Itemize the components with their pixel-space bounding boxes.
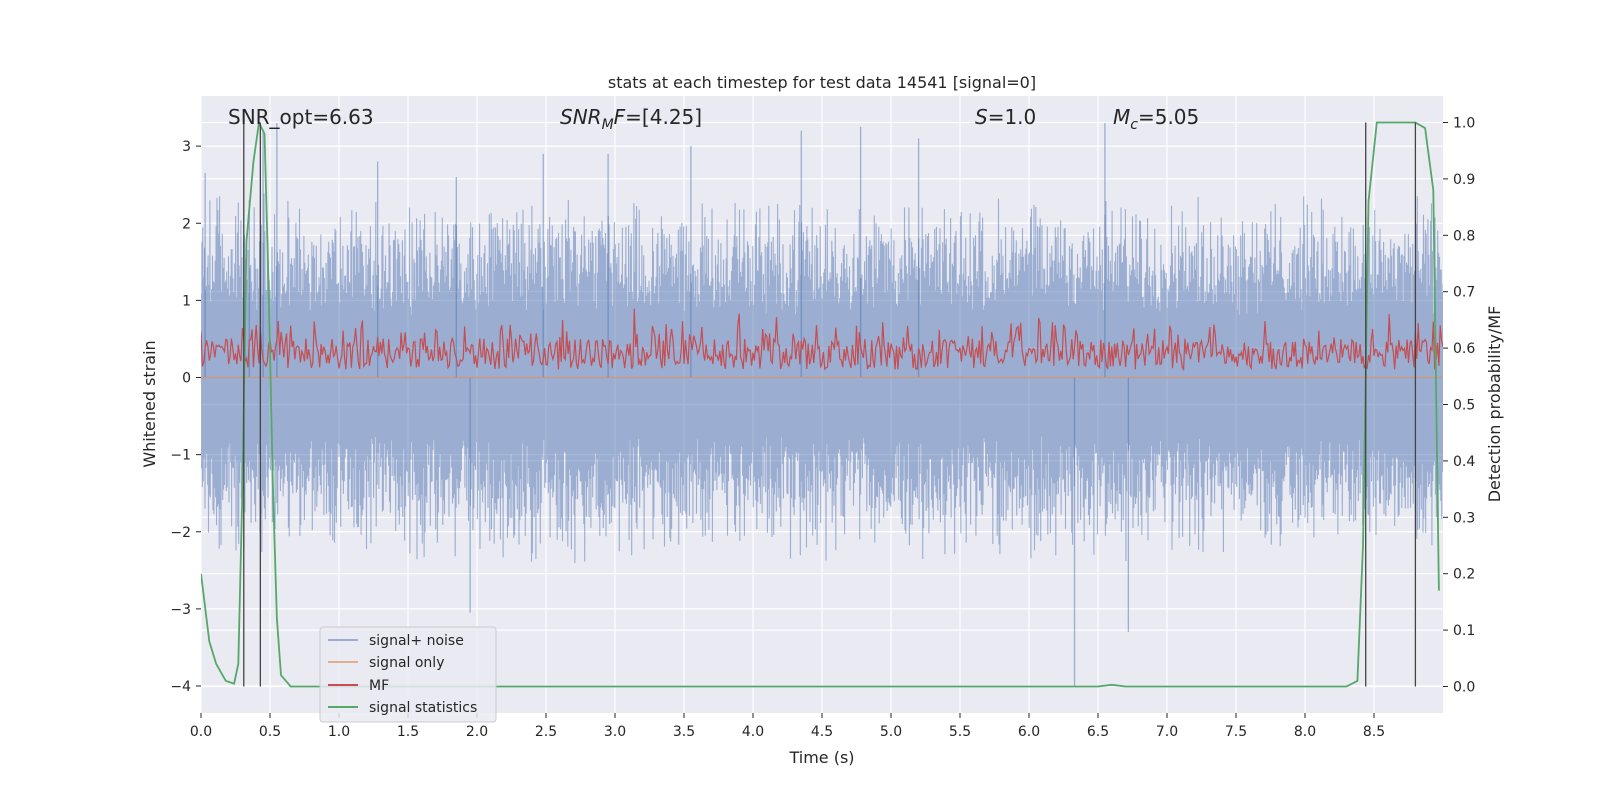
x-tick-label: 1.5 bbox=[397, 724, 419, 740]
annotation-snr-mf-var: SNR bbox=[560, 105, 602, 129]
annotation-mc-value: =5.05 bbox=[1138, 105, 1199, 129]
x-tick-label: 5.5 bbox=[949, 724, 971, 740]
y2-tick-label: 0.2 bbox=[1453, 567, 1475, 583]
annotation-s: S=1.0 bbox=[975, 105, 1036, 129]
y2-tick-label: 0.3 bbox=[1453, 510, 1475, 526]
x-tick-label: 0.5 bbox=[259, 724, 281, 740]
y2-tick-label: 0.7 bbox=[1453, 285, 1475, 301]
y-tick-label: 0 bbox=[182, 371, 191, 387]
y-axis-label: Whitened strain bbox=[140, 340, 159, 467]
x-tick-label: 3.5 bbox=[673, 724, 695, 740]
y2-tick-label: 1.0 bbox=[1453, 116, 1475, 132]
x-axis-label: Time (s) bbox=[788, 748, 854, 767]
legend-label-signal-only: signal only bbox=[369, 655, 444, 671]
annotation-mc-var: M bbox=[1113, 105, 1130, 129]
annotation-snr-mf-sub: M bbox=[602, 117, 614, 133]
x-tick-label: 7.0 bbox=[1156, 724, 1178, 740]
annotation-s-var: S bbox=[975, 105, 988, 129]
x-tick-label: 2.0 bbox=[466, 724, 488, 740]
x-tick-label: 6.0 bbox=[1018, 724, 1040, 740]
y2-tick-label: 0.8 bbox=[1453, 228, 1475, 244]
series-layer bbox=[201, 119, 1443, 688]
annotation-mc-sub: c bbox=[1130, 117, 1138, 133]
series-signal-noise bbox=[201, 193, 1443, 564]
y2-axis-label: Detection probability/MF bbox=[1485, 306, 1504, 503]
x-tick-label: 6.5 bbox=[1087, 724, 1109, 740]
y-tick-label: −4 bbox=[170, 679, 191, 695]
annotation-snr-mf-value: =[4.25] bbox=[625, 105, 702, 129]
legend-label-signal-noise: signal+ noise bbox=[369, 633, 464, 649]
y2-tick-label: 0.5 bbox=[1453, 398, 1475, 414]
x-tick-label: 0.0 bbox=[190, 724, 212, 740]
legend-label-signal-statistics: signal statistics bbox=[369, 700, 477, 716]
chart-title: stats at each timestep for test data 145… bbox=[608, 73, 1036, 92]
legend: signal+ noise signal only MF signal stat… bbox=[319, 626, 497, 723]
annotation-snr-mf: SNRMF=[4.25] bbox=[560, 105, 702, 133]
x-tick-label: 3.0 bbox=[604, 724, 626, 740]
y2-tick-label: 0.4 bbox=[1453, 454, 1475, 470]
x-tick-label: 1.0 bbox=[328, 724, 350, 740]
y2-tick-label: 0.9 bbox=[1453, 172, 1475, 188]
series-signal-statistics bbox=[201, 119, 1440, 688]
x-tick-label: 4.0 bbox=[742, 724, 764, 740]
x-tick-label: 4.5 bbox=[811, 724, 833, 740]
x-tick-label: 8.0 bbox=[1294, 724, 1316, 740]
x-tick-label: 2.5 bbox=[535, 724, 557, 740]
annotation-mc: Mc=5.05 bbox=[1113, 105, 1199, 133]
y-tick-label: −1 bbox=[170, 448, 191, 464]
annotation-s-value: =1.0 bbox=[988, 105, 1037, 129]
y2-ticks: 1.0 0.9 0.8 0.7 0.6 0.5 0.4 0.3 0.2 0.1 0.0 bbox=[1443, 116, 1475, 695]
annotation-snr-opt: SNR_opt=6.63 bbox=[228, 105, 374, 129]
y-tick-label: 1 bbox=[182, 293, 191, 309]
x-tick-label: 5.0 bbox=[880, 724, 902, 740]
x-tick-label: 8.5 bbox=[1363, 724, 1385, 740]
y2-tick-label: 0.0 bbox=[1453, 679, 1475, 695]
y2-tick-label: 0.6 bbox=[1453, 341, 1475, 357]
y-ticks: 3 2 1 0 −1 −2 −3 −4 bbox=[170, 139, 201, 695]
y-tick-label: 3 bbox=[182, 139, 191, 155]
y-tick-label: −2 bbox=[170, 525, 191, 541]
y-tick-label: 2 bbox=[182, 216, 191, 232]
annotation-snr-mf-var2: F bbox=[614, 105, 626, 129]
x-ticks: 0.0 0.5 1.0 1.5 2.0 2.5 3.0 3.5 4.0 4.5 5.0 5.5 6.0 6… bbox=[190, 713, 1385, 740]
legend-label-mf: MF bbox=[369, 678, 389, 694]
y2-tick-label: 0.1 bbox=[1453, 623, 1475, 639]
vertical-markers bbox=[243, 122, 1417, 687]
y-tick-label: −3 bbox=[170, 602, 191, 618]
x-tick-label: 7.5 bbox=[1225, 724, 1247, 740]
legend-box bbox=[319, 626, 497, 723]
series-mf bbox=[201, 308, 1443, 372]
